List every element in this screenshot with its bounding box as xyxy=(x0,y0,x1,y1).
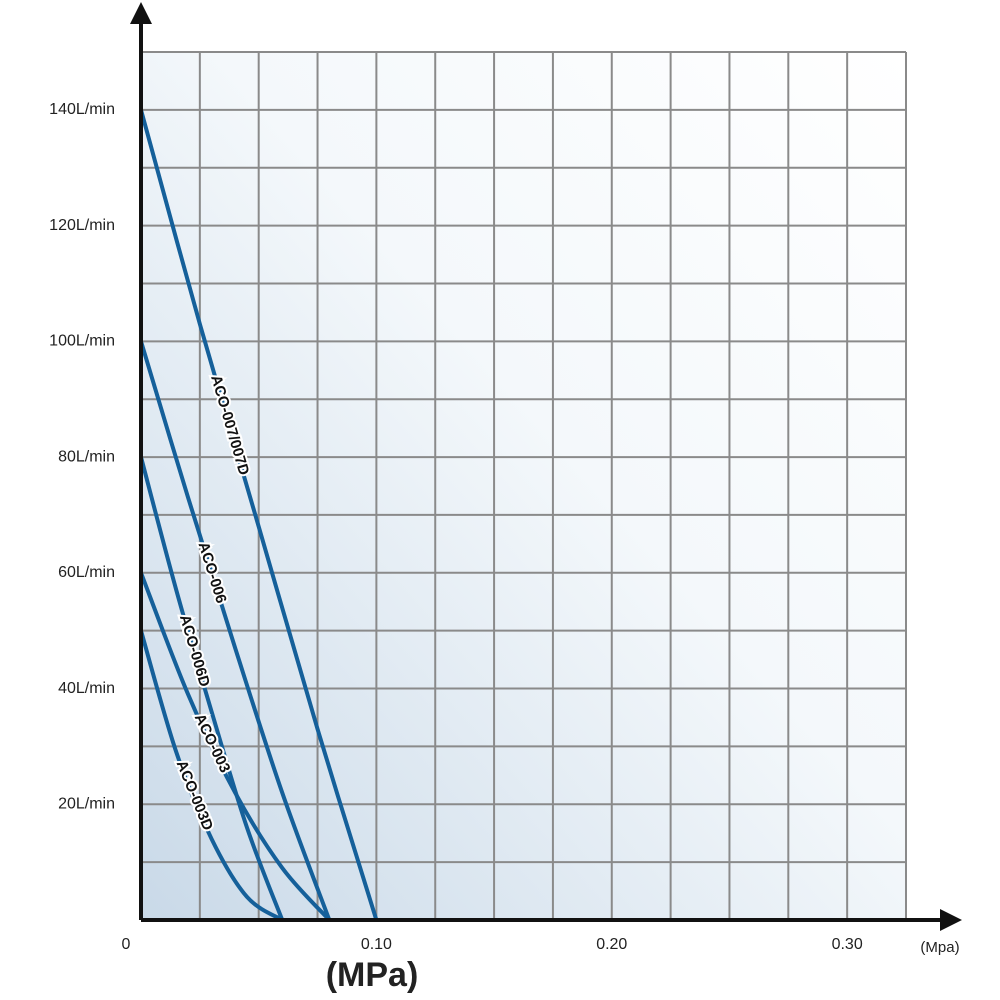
y-tick-label: 80L/min xyxy=(58,448,115,465)
x-tick-label: 0.10 xyxy=(361,936,392,953)
x-tick-label: 0.30 xyxy=(832,936,863,953)
y-tick-label: 140L/min xyxy=(49,101,115,118)
x-axis-title: (MPa) xyxy=(326,956,419,994)
x-tick-label: 0 xyxy=(122,936,131,953)
data-line xyxy=(139,572,331,922)
x-tick-label: 0.20 xyxy=(596,936,627,953)
y-tick-label: 40L/min xyxy=(58,680,115,697)
data-line xyxy=(139,109,379,921)
data-line xyxy=(139,630,284,922)
data-line xyxy=(139,456,285,921)
y-tick-label: 100L/min xyxy=(49,333,115,350)
y-tick-label: 60L/min xyxy=(58,564,115,581)
y-tick-label: 20L/min xyxy=(58,795,115,812)
x-axis-label: (Mpa) xyxy=(920,939,959,956)
plot-background xyxy=(141,52,907,920)
x-axis-arrow xyxy=(940,909,962,931)
data-line xyxy=(139,340,332,921)
y-axis-arrow xyxy=(130,2,152,24)
y-tick-label: 120L/min xyxy=(49,217,115,234)
